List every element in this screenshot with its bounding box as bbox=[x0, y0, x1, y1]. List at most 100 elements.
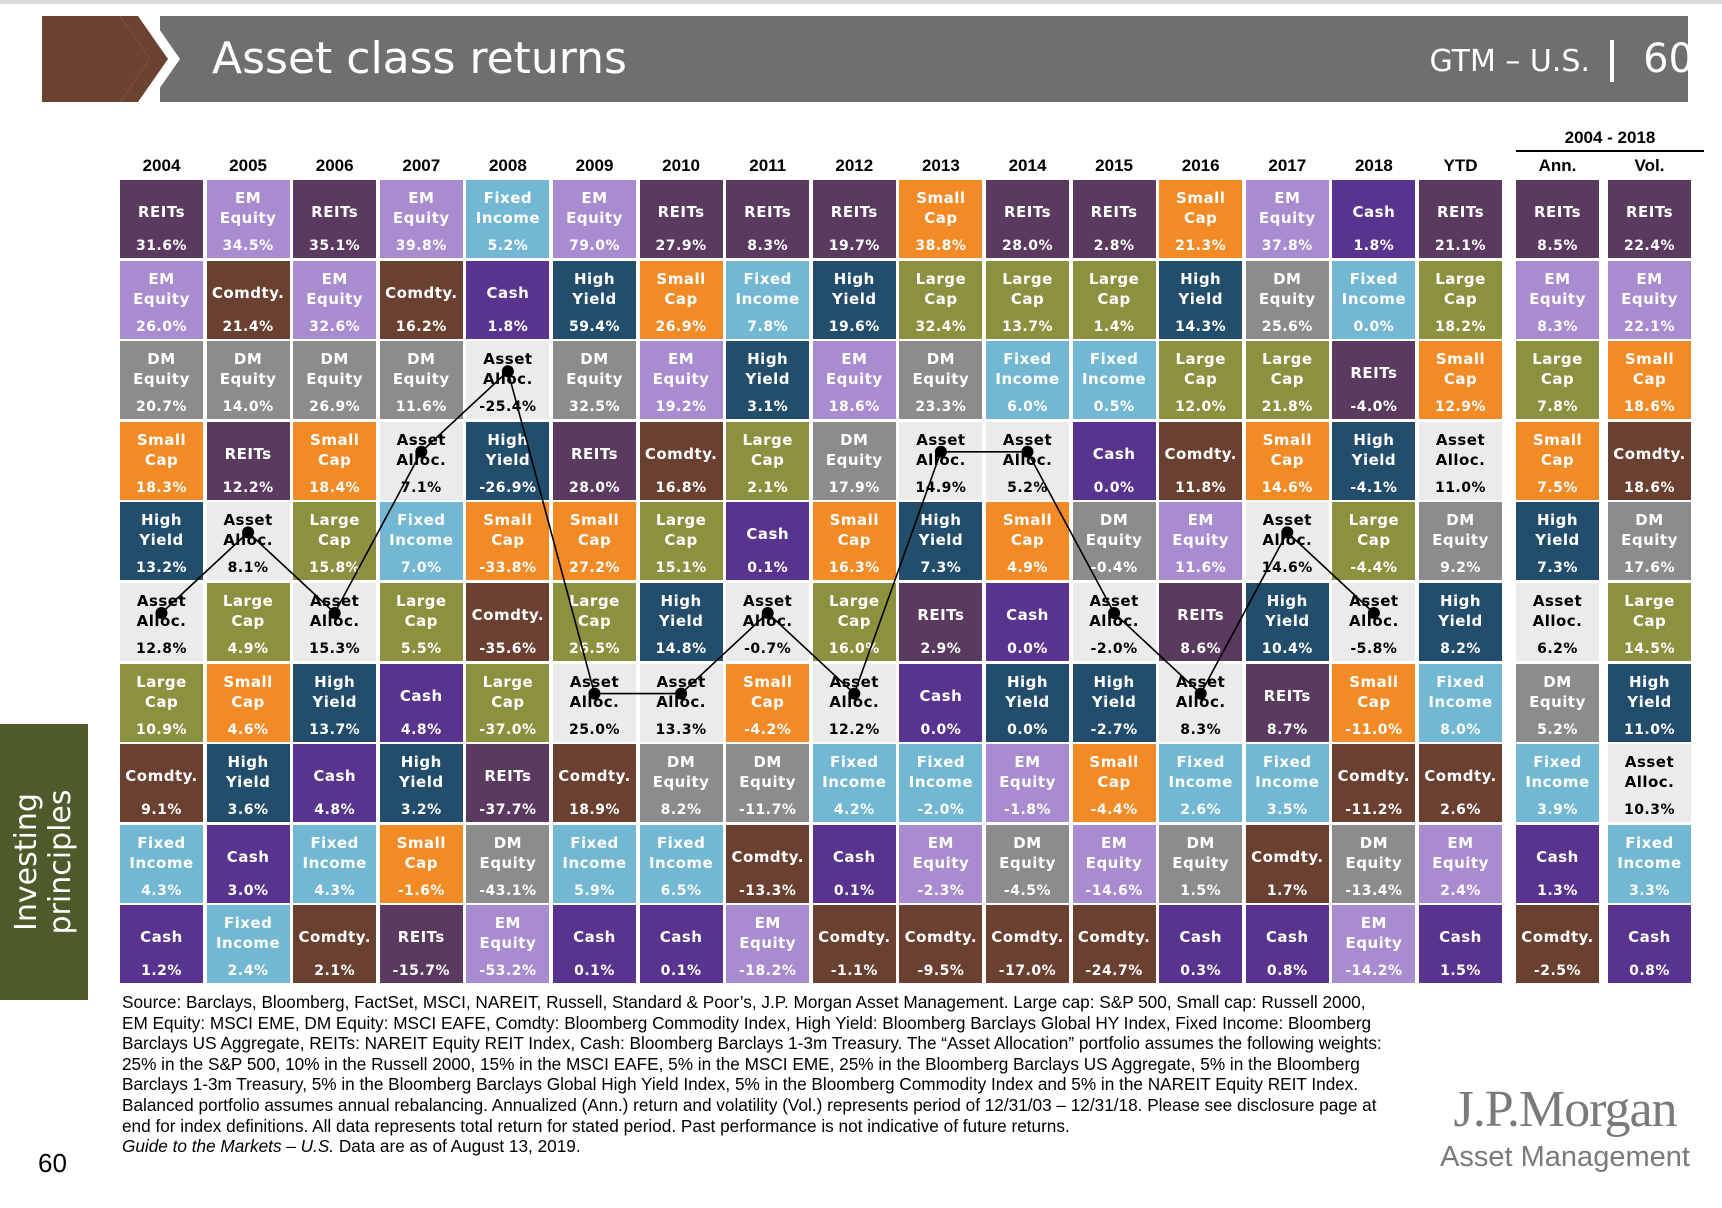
footnote-date: Data are as of August 13, 2019. bbox=[334, 1136, 581, 1157]
asset-class-label: REITs bbox=[1350, 364, 1398, 383]
asset-class-label: Large Cap bbox=[1532, 350, 1583, 389]
return-value: 4.6% bbox=[227, 721, 269, 738]
return-value: 3.6% bbox=[227, 802, 269, 819]
column-header-2008: 2008 bbox=[488, 156, 527, 175]
return-cell: REITs 28.0% bbox=[553, 421, 636, 500]
return-cell: Small Cap 27.2% bbox=[553, 502, 636, 581]
return-cell: Cash 1.8% bbox=[1332, 180, 1416, 258]
asset-class-label: Asset Alloc. bbox=[1002, 430, 1053, 469]
asset-class-label: Fixed Income bbox=[1255, 753, 1320, 792]
return-value: -13.3% bbox=[738, 882, 797, 899]
return-value: -35.6% bbox=[479, 641, 537, 657]
return-cell: Cash 1.2% bbox=[120, 905, 203, 984]
return-cell: High Yield 3.2% bbox=[379, 744, 463, 823]
return-value: 8.2% bbox=[660, 802, 702, 819]
return-cell: Fixed Income 8.0% bbox=[1419, 663, 1502, 742]
return-value: -43.1% bbox=[479, 882, 537, 899]
return-value: 7.0% bbox=[400, 560, 442, 577]
asset-class-label: Fixed Income bbox=[389, 511, 454, 550]
return-value: 2.4% bbox=[227, 963, 269, 980]
return-cell: DM Equity 26.9% bbox=[293, 341, 377, 420]
return-cell: EM Equity -2.3% bbox=[899, 824, 983, 903]
footnote-text: Source: Barclays, Bloomberg, FactSet, MS… bbox=[122, 992, 1382, 1136]
page-title: Asset class returns bbox=[212, 33, 627, 84]
asset-class-label: DM Equity bbox=[219, 350, 277, 389]
return-cell: Small Cap -33.8% bbox=[466, 502, 550, 581]
asset-class-label: REITs bbox=[1625, 203, 1674, 221]
return-value: 34.5% bbox=[222, 238, 274, 254]
return-cell: Comdty. -17.0% bbox=[986, 905, 1069, 984]
asset-class-label: Small Cap bbox=[310, 430, 360, 469]
asset-class-label: Fixed Income bbox=[1428, 672, 1493, 711]
return-value: -37.0% bbox=[479, 721, 537, 738]
return-cell: EM Equity 39.8% bbox=[379, 180, 463, 258]
return-value: -37.7% bbox=[479, 802, 537, 819]
asset-class-label: Comdty. bbox=[385, 283, 458, 302]
asset-class-label: REITs bbox=[657, 203, 705, 221]
return-value: -1.8% bbox=[1003, 802, 1052, 819]
return-value: 14.0% bbox=[222, 399, 274, 416]
return-cell: High Yield 8.2% bbox=[1419, 583, 1502, 661]
asset-class-label: Cash bbox=[919, 686, 963, 705]
asset-class-label: DM Equity bbox=[1345, 833, 1403, 872]
return-cell: DM Equity 20.7% bbox=[120, 341, 203, 420]
return-value: 28.0% bbox=[1001, 238, 1054, 254]
return-cell: REITs 19.7% bbox=[812, 180, 896, 258]
asset-class-label: High Yield bbox=[832, 269, 877, 308]
asset-class-label: Cash bbox=[486, 283, 530, 302]
column-header-2010: 2010 bbox=[662, 156, 700, 175]
return-cell: Small Cap -11.0% bbox=[1332, 663, 1416, 742]
return-cell: DM Equity 11.6% bbox=[379, 341, 463, 420]
return-value: 14.8% bbox=[655, 641, 707, 657]
return-cell: Asset Alloc. -2.0% bbox=[1072, 583, 1156, 661]
asset-class-label: Asset Alloc. bbox=[1532, 592, 1583, 630]
asset-class-label: Asset Alloc. bbox=[569, 672, 620, 711]
return-value: 32.5% bbox=[568, 399, 621, 416]
asset-class-label: High Yield bbox=[658, 592, 704, 630]
logo-wordmark: J.P.Morgan bbox=[1453, 1081, 1677, 1138]
return-cell: Small Cap 18.4% bbox=[293, 421, 377, 500]
asset-class-label: Comdty. bbox=[904, 928, 978, 947]
return-cell: Small Cap -1.6% bbox=[379, 824, 463, 903]
asset-class-label: DM Equity bbox=[825, 430, 883, 469]
return-cell: Large Cap 18.2% bbox=[1419, 260, 1502, 339]
return-value: 3.2% bbox=[400, 802, 442, 819]
return-cell: EM Equity 37.8% bbox=[1245, 180, 1329, 258]
return-cell: Comdty. 18.9% bbox=[553, 744, 636, 823]
return-cell: Comdty. -35.6% bbox=[466, 583, 550, 661]
return-value: 5.2% bbox=[1007, 479, 1048, 496]
return-value: 11.8% bbox=[1175, 479, 1227, 496]
asset-class-label: Large Cap bbox=[482, 672, 534, 711]
return-cell: Large Cap 15.1% bbox=[639, 502, 723, 581]
asset-class-label: REITs bbox=[484, 767, 532, 786]
asset-class-label: EM Equity bbox=[306, 269, 364, 308]
footnote: Source: Barclays, Bloomberg, FactSet, MS… bbox=[122, 992, 1392, 1157]
column-header-2016: 2016 bbox=[1181, 156, 1220, 175]
asset-class-label: Fixed Income bbox=[822, 753, 887, 792]
return-cell: Comdty. -9.5% bbox=[899, 905, 983, 984]
return-cell: Small Cap 4.9% bbox=[986, 502, 1069, 581]
return-value: 27.2% bbox=[568, 560, 621, 577]
section-tab bbox=[0, 724, 88, 1000]
return-value: 35.1% bbox=[309, 238, 361, 254]
return-value: -4.1% bbox=[1350, 479, 1398, 496]
asset-class-label: Fixed Income bbox=[215, 914, 281, 953]
return-cell: DM Equity 8.2% bbox=[639, 744, 723, 823]
return-cell: Asset Alloc. 6.2% bbox=[1516, 583, 1599, 661]
return-cell: Asset Alloc. 14.9% bbox=[899, 421, 983, 500]
return-cell: Cash 1.3% bbox=[1516, 824, 1599, 903]
return-value: 13.2% bbox=[135, 560, 188, 577]
return-value: 11.0% bbox=[1623, 721, 1676, 738]
return-cell: Cash 0.0% bbox=[899, 663, 983, 742]
guide-code: GTM – U.S. bbox=[1429, 44, 1590, 79]
asset-class-label: EM Equity bbox=[392, 189, 450, 227]
return-cell: Comdty. -24.7% bbox=[1072, 905, 1156, 984]
return-value: 2.1% bbox=[314, 963, 356, 980]
return-value: 3.9% bbox=[1537, 802, 1578, 819]
return-cell: Cash 0.8% bbox=[1245, 905, 1329, 984]
return-value: 8.3% bbox=[1180, 721, 1222, 738]
return-cell: Large Cap 7.8% bbox=[1516, 341, 1599, 420]
return-cell: EM Equity 22.1% bbox=[1608, 260, 1691, 339]
return-cell: High Yield 3.6% bbox=[206, 744, 290, 823]
return-cell: DM Equity -4.5% bbox=[986, 824, 1069, 903]
